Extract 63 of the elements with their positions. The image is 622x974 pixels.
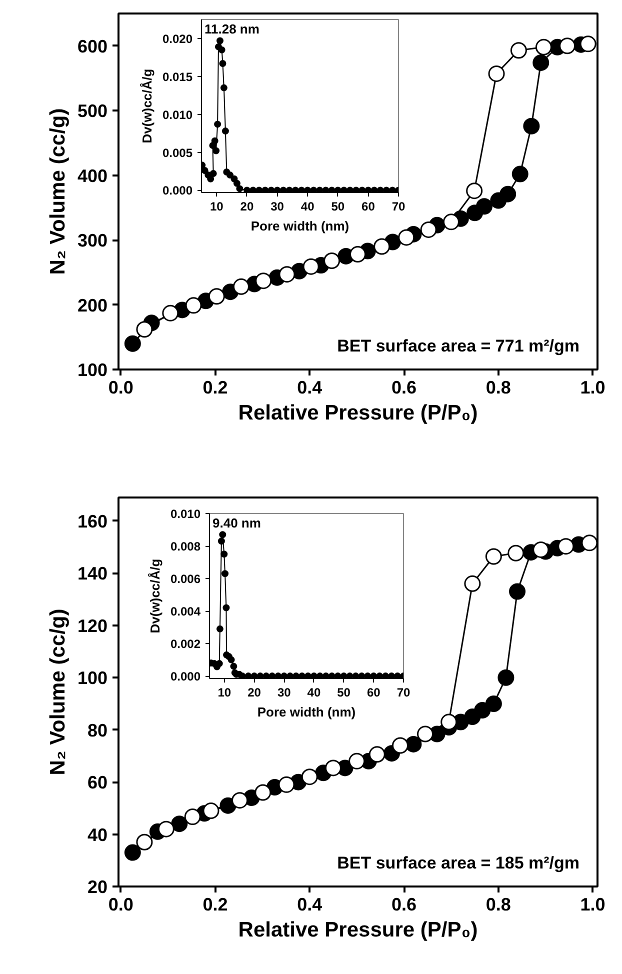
x-tick-label: 0.6	[392, 378, 417, 398]
x-axis-title: Pore width (nm)	[257, 704, 356, 720]
annotation: BET surface area = 771 m²/gm	[337, 336, 580, 356]
x-tick-label: 0.8	[486, 894, 511, 914]
x-tick-label: 0.2	[202, 894, 228, 914]
y-axis-title: N₂ Volume (cc/g)	[46, 108, 70, 275]
x-tick-label: 20	[240, 200, 254, 214]
y-tick-label: 0.000	[162, 184, 193, 198]
y-tick-label: 200	[77, 295, 108, 316]
y-tick-label: 0.015	[162, 70, 193, 84]
x-tick-label: 30	[277, 686, 292, 700]
y-tick-label: 400	[77, 166, 108, 186]
y-tick-label: 0.006	[170, 572, 201, 586]
x-tick-label: 60	[366, 686, 381, 700]
x-tick-label: 70	[392, 200, 406, 214]
y-tick-label: 500	[77, 101, 108, 122]
y-tick-label: 120	[77, 616, 108, 636]
y-tick-label: 40	[87, 824, 108, 845]
x-tick-label: 40	[300, 200, 315, 214]
annotation: 11.28 nm	[204, 22, 260, 36]
x-tick-label: 70	[396, 686, 410, 700]
x-tick-label: 10	[210, 200, 224, 214]
x-tick-label: 0.0	[108, 894, 134, 914]
y-tick-label: 100	[77, 360, 108, 380]
x-tick-label: 40	[307, 686, 321, 700]
x-axis-title: Relative Pressure (P/P₀)	[238, 918, 478, 942]
y-tick-label: 0.010	[170, 507, 201, 521]
x-axis-title: Relative Pressure (P/P₀)	[238, 402, 478, 424]
y-tick-label: 160	[77, 511, 108, 532]
y-axis-title: Dv(w)cc/Å/g	[147, 558, 162, 634]
x-tick-label: 0.4	[297, 894, 322, 914]
x-tick-label: 30	[270, 200, 284, 214]
y-tick-label: 0.000	[170, 670, 201, 684]
x-axis-title: Pore width (nm)	[250, 218, 350, 234]
y-tick-label: 100	[77, 668, 108, 688]
y-tick-label: 0.005	[162, 146, 193, 160]
x-tick-label: 60	[362, 200, 376, 214]
y-tick-label: 600	[77, 36, 108, 56]
y-tick-label: 0.002	[170, 637, 201, 652]
annotation: 9.40 nm	[212, 516, 261, 530]
y-tick-label: 60	[87, 772, 108, 793]
x-tick-label: 50	[331, 200, 345, 214]
y-tick-label: 0.008	[170, 540, 201, 554]
y-tick-label: 20	[87, 877, 108, 897]
x-tick-label: 20	[248, 686, 262, 700]
x-tick-label: 0.6	[392, 894, 417, 914]
annotation: BET surface area = 185 m²/gm	[337, 854, 580, 872]
y-axis-title: N₂ Volume (cc/g)	[46, 608, 70, 776]
y-tick-label: 0.010	[162, 108, 193, 122]
y-tick-label: 300	[77, 230, 108, 251]
x-tick-label: 0.0	[108, 378, 134, 398]
x-tick-label: 1.0	[580, 894, 606, 914]
x-tick-label: 50	[337, 686, 351, 700]
y-tick-label: 140	[77, 564, 108, 584]
x-tick-label: 10	[218, 686, 232, 700]
x-tick-label: 0.4	[297, 378, 322, 398]
x-tick-label: 0.8	[486, 378, 511, 398]
y-tick-label: 80	[87, 720, 108, 740]
y-tick-label: 0.004	[170, 604, 201, 619]
y-tick-label: 0.020	[162, 32, 193, 46]
x-tick-label: 0.2	[202, 378, 228, 398]
y-axis-title: Dv(w)cc/Å/g	[139, 68, 154, 144]
x-tick-label: 1.0	[580, 378, 606, 398]
